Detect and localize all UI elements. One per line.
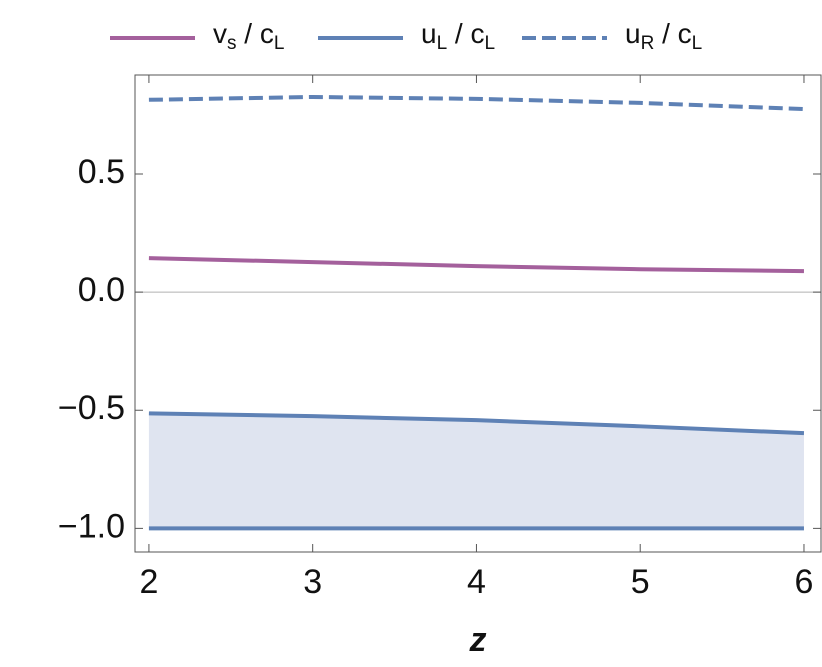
frame xyxy=(134,74,822,553)
x-tick-label: 4 xyxy=(467,563,486,601)
series-line xyxy=(148,256,804,274)
y-tick-label: −0.5 xyxy=(58,389,125,427)
legend-label: uL / cL xyxy=(421,18,495,54)
x-tick-label: 3 xyxy=(303,563,322,601)
y-tick-label: 0.0 xyxy=(78,271,125,309)
x-tick-label: 2 xyxy=(139,563,158,601)
series-line xyxy=(148,94,805,112)
series-line xyxy=(148,411,805,436)
legend-label: uR / cL xyxy=(625,18,702,54)
band-fill xyxy=(148,413,804,529)
y-tick-label: 0.5 xyxy=(78,153,125,191)
x-tick-label: 6 xyxy=(795,563,814,601)
x-tick-label: 5 xyxy=(631,563,650,601)
legend-label: vs / cL xyxy=(213,18,284,54)
y-tick-label: −1.0 xyxy=(58,507,125,545)
x-axis-label: z xyxy=(469,621,487,659)
